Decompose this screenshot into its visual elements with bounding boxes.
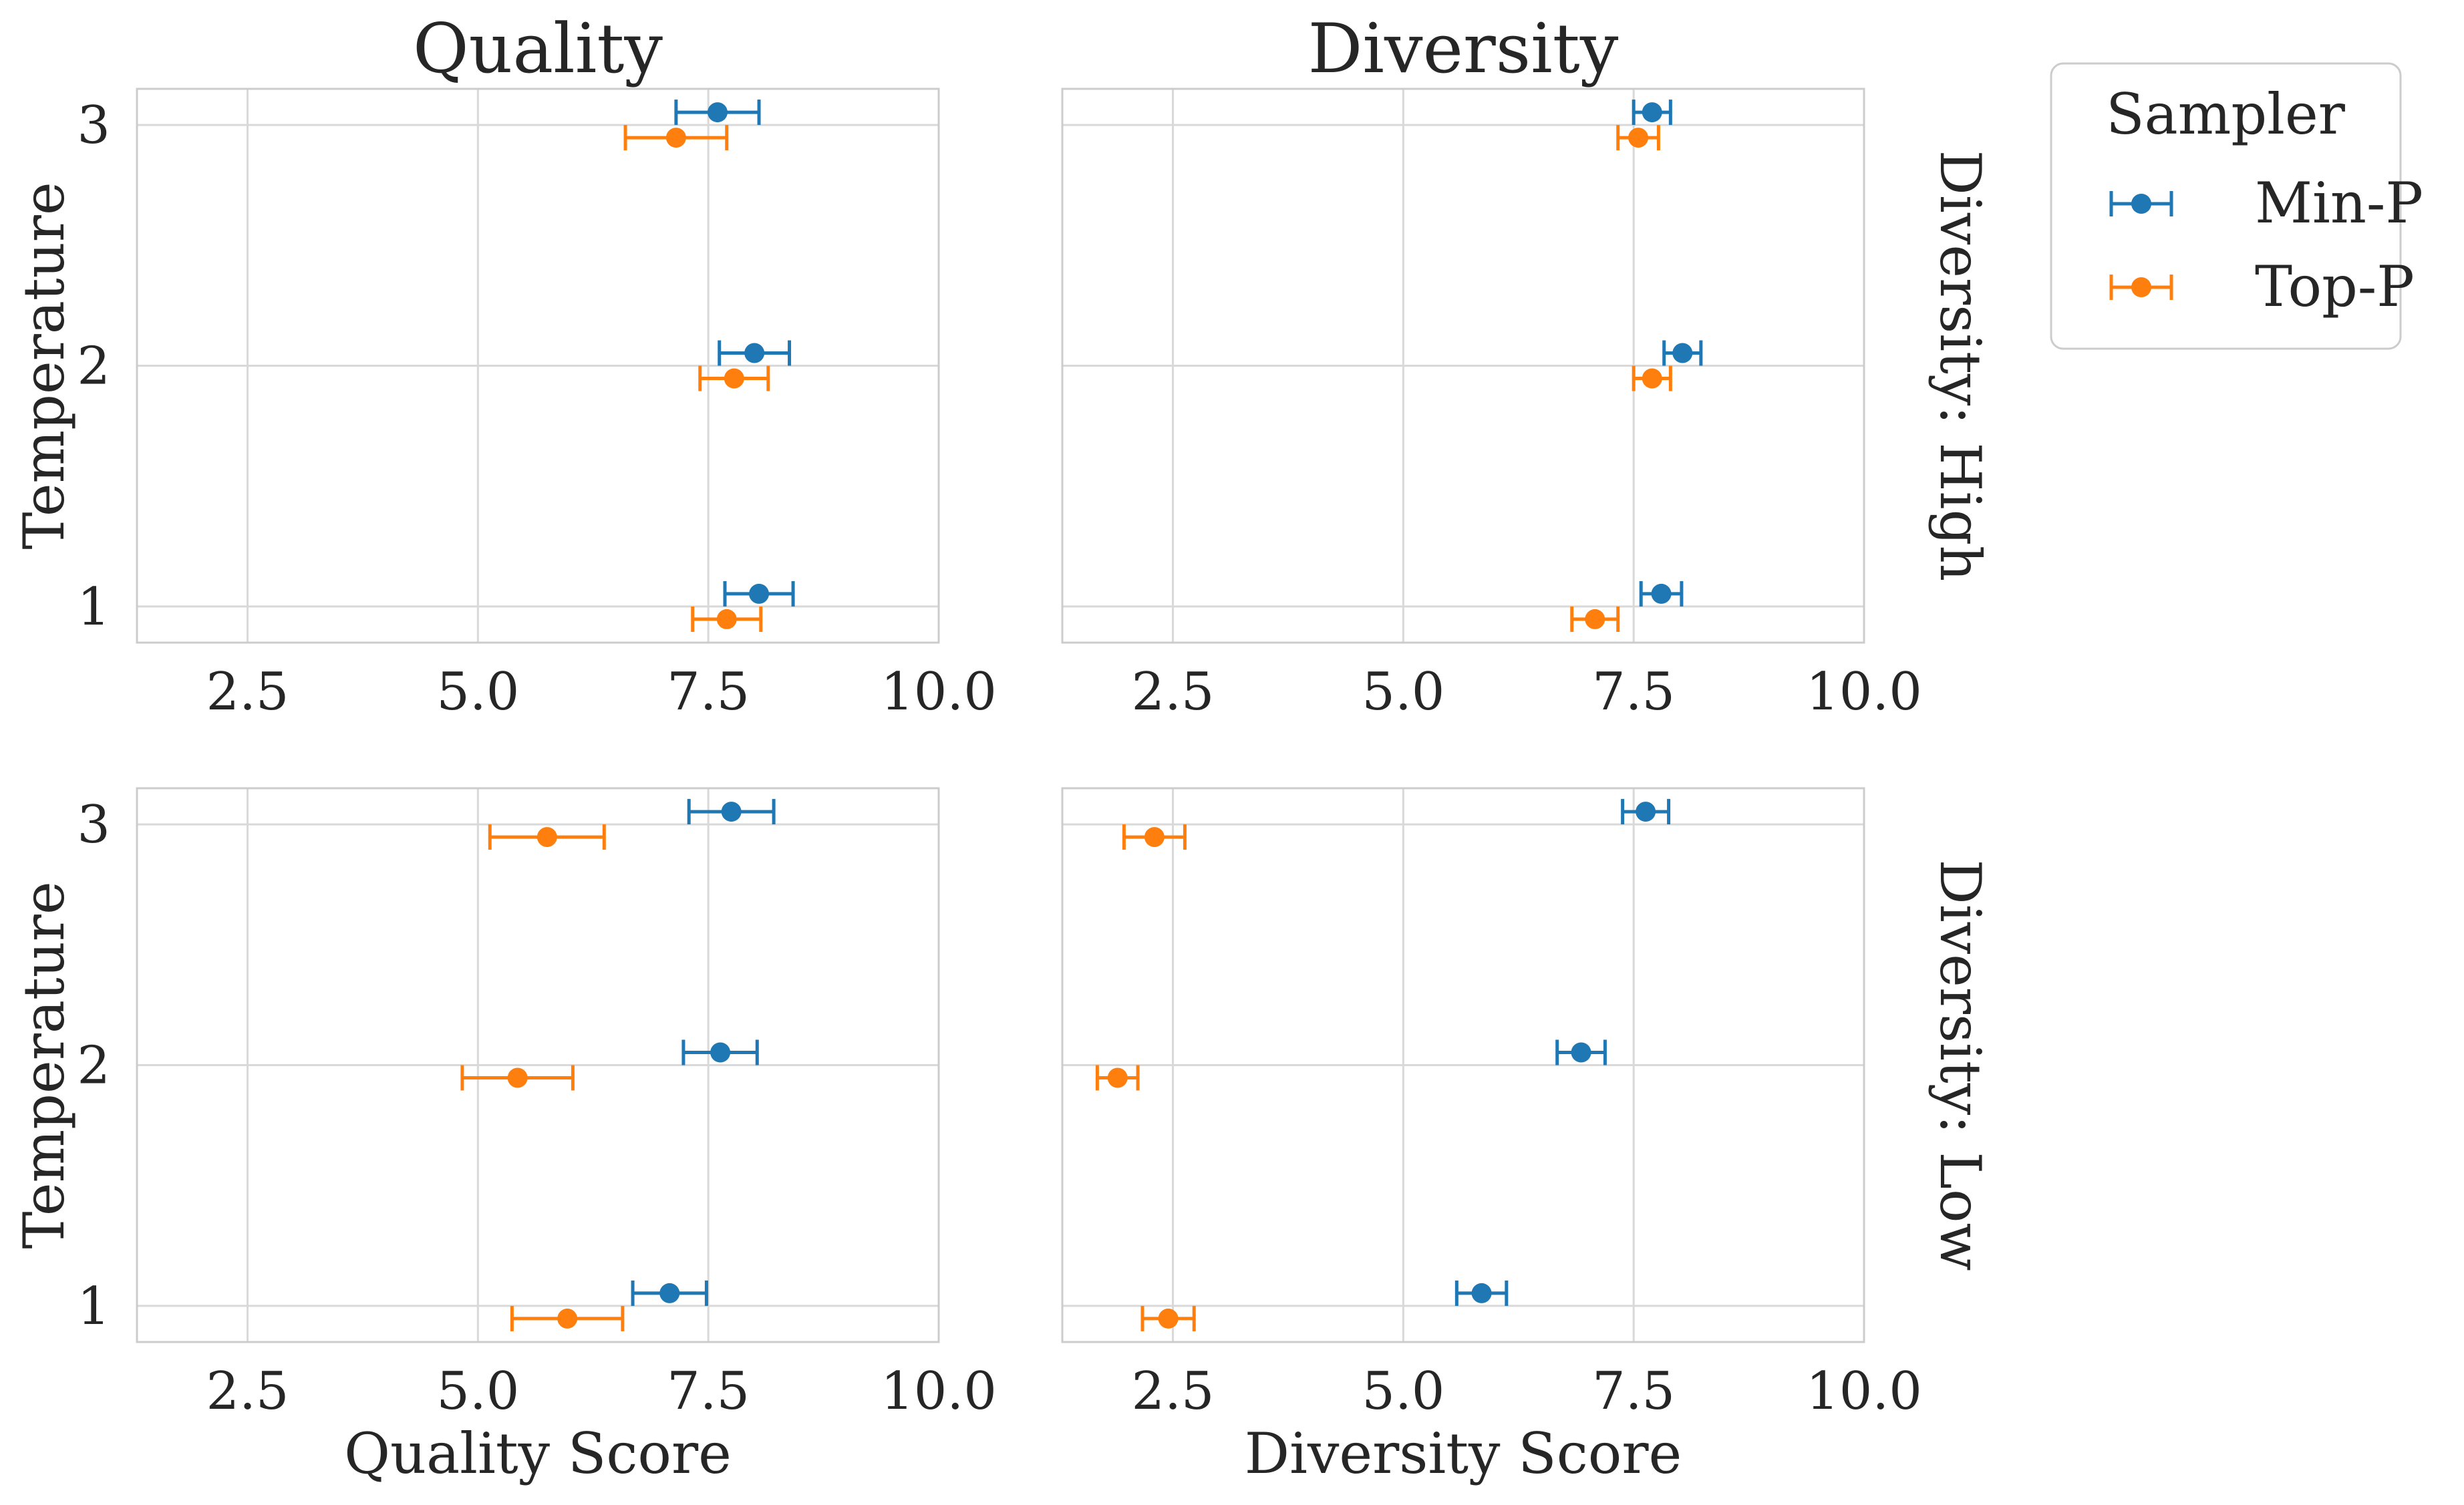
x-axis-label: Quality Score xyxy=(344,1421,732,1486)
y-tick-label: 2 xyxy=(77,1036,110,1096)
y-tick-label: 1 xyxy=(77,577,110,637)
data-point-min-p xyxy=(1454,1280,1509,1306)
x-tick-label: 2.5 xyxy=(206,662,289,722)
x-axis-label: Diversity Score xyxy=(1245,1421,1682,1486)
data-point-top-p xyxy=(488,824,606,850)
panel-0-1: 2.5 5.0 7.5 10.0 xyxy=(1061,88,1922,722)
legend-title: Sampler xyxy=(2106,81,2346,147)
data-point-top-p xyxy=(1632,365,1672,391)
legend-marker xyxy=(2131,194,2151,214)
point-marker xyxy=(744,343,765,363)
legend-entry-top-p: Top-P xyxy=(2109,254,2415,319)
data-point-min-p xyxy=(718,340,792,366)
data-point-min-p xyxy=(1621,799,1671,825)
point-marker xyxy=(1571,1042,1591,1063)
point-marker xyxy=(507,1067,528,1088)
point-marker xyxy=(724,368,744,389)
panel-0-0: 2.5 5.0 7.5 10.0 1 2 3 xyxy=(77,88,997,722)
point-marker xyxy=(1107,1067,1128,1088)
x-tick-label: 5.0 xyxy=(436,1361,519,1422)
column-title: Diversity xyxy=(1308,9,1619,89)
legend-label: Min-P xyxy=(2255,170,2423,236)
x-tick-label: 10.0 xyxy=(1806,1361,1922,1422)
point-marker xyxy=(1144,827,1165,848)
legend-marker xyxy=(2131,277,2151,297)
data-point-min-p xyxy=(631,1280,708,1306)
y-axis-label: Temperature xyxy=(11,881,77,1248)
data-point-min-p xyxy=(687,799,776,825)
x-tick-label: 7.5 xyxy=(1592,1361,1675,1422)
point-marker xyxy=(716,609,737,629)
point-marker xyxy=(1636,802,1656,822)
legend-entry-min-p: Min-P xyxy=(2109,170,2423,236)
y-tick-label: 3 xyxy=(77,96,110,156)
x-tick-label: 7.5 xyxy=(667,662,750,722)
data-point-min-p xyxy=(1555,1039,1607,1065)
data-point-min-p xyxy=(1639,580,1684,607)
data-point-min-p xyxy=(723,580,795,607)
x-tick-label: 10.0 xyxy=(1806,662,1922,722)
legend: Sampler Min-P Top-P xyxy=(2050,62,2423,350)
x-tick-label: 7.5 xyxy=(667,1361,750,1422)
column-title: Quality xyxy=(413,9,663,89)
point-marker xyxy=(536,827,557,848)
x-tick-label: 10.0 xyxy=(881,1361,997,1422)
row-label: Diversity: Low xyxy=(1928,860,1993,1271)
point-marker xyxy=(1628,128,1649,148)
point-marker xyxy=(1585,609,1605,629)
point-marker xyxy=(721,802,742,822)
y-axis-label: Temperature xyxy=(11,182,77,549)
panel-frame xyxy=(1061,787,1865,1343)
point-marker xyxy=(1642,102,1662,123)
legend-label: Top-P xyxy=(2255,254,2415,319)
panel-1-1: 2.5 5.0 7.5 10.0 xyxy=(1061,787,1922,1422)
x-tick-label: 5.0 xyxy=(436,662,519,722)
panel-frame xyxy=(1061,88,1865,644)
x-tick-label: 10.0 xyxy=(881,662,997,722)
data-point-top-p xyxy=(1616,125,1660,151)
y-tick-label: 3 xyxy=(77,795,110,855)
data-point-top-p xyxy=(698,365,770,391)
data-point-min-p xyxy=(674,100,761,126)
point-marker xyxy=(557,1308,578,1329)
point-marker xyxy=(1651,583,1672,604)
point-marker xyxy=(659,1283,680,1303)
data-point-top-p xyxy=(1095,1065,1140,1091)
data-point-min-p xyxy=(681,1039,759,1065)
point-marker xyxy=(1158,1308,1179,1329)
data-point-top-p xyxy=(691,606,763,632)
point-marker xyxy=(1642,368,1662,389)
panel-1-0: 2.5 5.0 7.5 10.0 1 2 3 xyxy=(77,787,997,1422)
point-marker xyxy=(1471,1283,1492,1303)
point-marker xyxy=(665,128,686,148)
data-point-top-p xyxy=(623,125,729,151)
row-label: Diversity: High xyxy=(1928,150,1993,582)
data-point-top-p xyxy=(510,1305,625,1331)
x-tick-label: 2.5 xyxy=(206,1361,289,1422)
panel-frame xyxy=(136,88,940,644)
x-tick-label: 2.5 xyxy=(1131,1361,1214,1422)
point-marker xyxy=(749,583,770,604)
data-point-min-p xyxy=(1662,340,1703,366)
data-point-top-p xyxy=(1140,1305,1196,1331)
y-tick-label: 2 xyxy=(77,337,110,397)
panel-frame xyxy=(136,787,940,1343)
x-tick-label: 7.5 xyxy=(1592,662,1675,722)
legend-frame xyxy=(2050,62,2402,350)
x-tick-label: 5.0 xyxy=(1362,662,1444,722)
x-tick-label: 5.0 xyxy=(1362,1361,1444,1422)
point-marker xyxy=(710,1042,731,1063)
point-marker xyxy=(707,102,728,123)
data-point-top-p xyxy=(1122,824,1187,850)
data-point-top-p xyxy=(1570,606,1620,632)
x-tick-label: 2.5 xyxy=(1131,662,1214,722)
data-point-min-p xyxy=(1632,100,1672,126)
point-marker xyxy=(1672,343,1693,363)
y-tick-label: 1 xyxy=(77,1277,110,1337)
data-point-top-p xyxy=(460,1065,575,1091)
